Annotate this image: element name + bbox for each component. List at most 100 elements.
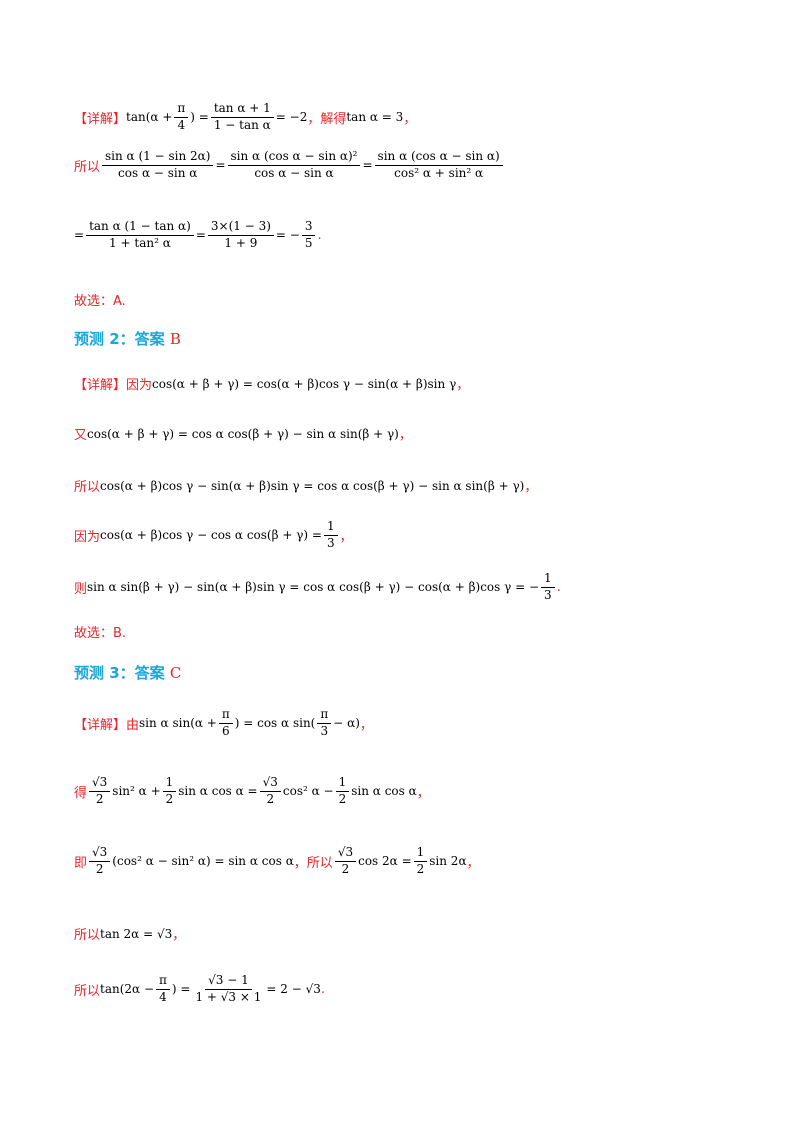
detail-label: 【详解】因为: [74, 378, 153, 393]
s3-line-4: 所以 tan 2α = √3 ，: [74, 924, 185, 944]
minus-sign: = −: [275, 228, 300, 243]
frac-num: 3×(1 − 3): [207, 219, 274, 236]
frac-num: sin α (cos α − sin α)²: [227, 149, 361, 166]
fraction-sqrt3-2: √3 2: [89, 845, 111, 877]
frac-den: cos α − sin α: [118, 165, 198, 180]
math-part-a: sin α sin(α +: [139, 716, 217, 731]
frac-num: sin α (cos α − sin α): [374, 149, 503, 166]
frac-num: π: [218, 707, 233, 724]
math-tan3: tan α = 3: [346, 110, 404, 125]
math-part-b: ) = cos α sin(: [234, 716, 316, 731]
fraction-1-2: 1 2: [162, 775, 177, 807]
fraction-result: √3 − 1 1 + √3 × 1: [192, 973, 264, 1005]
math-tan-left: tan(α +: [126, 110, 173, 125]
s2-answer: 故选：B.: [74, 622, 126, 641]
frac-num: tan α + 1: [210, 101, 274, 118]
equals: =: [215, 158, 226, 173]
period: .: [556, 579, 561, 595]
heading-letter: C: [169, 664, 182, 682]
math-part-c: sin 2α: [429, 854, 467, 869]
math-expression: cos(α + β)cos γ − sin(α + β)sin γ = cos …: [100, 478, 525, 493]
frac-num: 1: [541, 571, 555, 588]
fraction-2: 3×(1 − 3) 1 + 9: [207, 219, 274, 251]
math-close: ) =: [190, 110, 209, 125]
frac-num: π: [156, 973, 170, 990]
math-expression: sin α sin(β + γ) − sin(α + β)sin γ = cos…: [87, 580, 540, 595]
frac-den: 4: [177, 117, 186, 132]
comma: ，: [398, 428, 412, 443]
frac-den: 2: [95, 791, 104, 806]
period: .: [320, 981, 325, 997]
frac-num: tan α (1 − tan α): [86, 219, 194, 236]
frac-den: 2: [416, 861, 425, 876]
label-yinwei: 因为: [74, 529, 101, 545]
comma: ，: [403, 111, 417, 127]
s2-line-2: 又 cos(α + β + γ) = cos α cos(β + γ) − si…: [74, 424, 412, 444]
frac-num: 1: [335, 775, 350, 792]
s3-line-5: 所以 tan(2α − π 4 ) = √3 − 1 1 + √3 × 1 = …: [74, 973, 325, 1005]
equals: =: [195, 228, 206, 243]
frac-den: 3: [326, 535, 335, 550]
answer-text: 故选：A.: [74, 294, 126, 309]
frac-num: 1: [323, 519, 338, 536]
heading-text: 预测 2：答案: [74, 330, 170, 348]
comma: ，: [466, 855, 480, 871]
frac-den: cos² α + sin² α: [394, 165, 484, 180]
frac-num: √3: [89, 845, 111, 862]
s2-line-4: 因为 cos(α + β)cos γ − cos α cos(β + γ) = …: [74, 519, 353, 551]
s3-heading: 预测 3：答案 C: [74, 662, 181, 683]
math-part-a: tan(2α −: [100, 982, 155, 997]
frac-num: √3: [334, 845, 357, 862]
fraction-2: sin α (cos α − sin α)² cos α − sin α: [227, 149, 361, 181]
frac-num: √3: [89, 775, 111, 792]
frac-den: 1 + √3 × 1: [195, 989, 262, 1004]
frac-den: 3: [320, 723, 329, 738]
math-part-c: = 2 − √3: [266, 982, 321, 997]
fraction-one-third: 1 3: [541, 571, 555, 603]
label-you: 又: [74, 428, 88, 443]
label-ze: 则: [74, 581, 88, 597]
fraction-3: 3 5: [301, 219, 316, 251]
section-heading: 预测 3：答案 C: [74, 662, 181, 683]
detail-label: 【详解】由: [74, 717, 140, 733]
s3-line-3: 即 √3 2 (cos² α − sin² α) = sin α cos α ，…: [74, 845, 480, 877]
math-part-b: sin α cos α =: [178, 784, 258, 799]
s1-line-2: 所以 sin α (1 − sin 2α) cos α − sin α = si…: [74, 149, 505, 181]
frac-num: π: [174, 101, 189, 118]
fraction-pi-4: π 4: [156, 973, 170, 1005]
frac-den: 6: [221, 723, 230, 738]
frac-den: 2: [165, 791, 174, 806]
frac-den: 4: [159, 989, 167, 1004]
math-part-c: cos² α −: [282, 784, 334, 799]
equals: =: [74, 228, 85, 243]
text-suoyi: 所以: [74, 159, 101, 175]
fraction-1: tan α (1 − tan α) 1 + tan² α: [86, 219, 194, 251]
frac-den: 3: [544, 587, 552, 602]
frac-den: 1 − tan α: [213, 117, 271, 132]
comma: ，: [456, 378, 470, 393]
period: .: [317, 227, 322, 243]
s1-line-1: 【详解】 tan(α + π 4 ) = tan α + 1 1 − tan α…: [74, 101, 417, 133]
math-expression: cos(α + β + γ) = cos(α + β)cos γ − sin(α…: [152, 376, 457, 391]
heading-text: 预测 3：答案: [74, 664, 170, 682]
s2-line-3: 所以 cos(α + β)cos γ − sin(α + β)sin γ = c…: [74, 476, 537, 496]
label-suoyi: 所以: [74, 928, 101, 943]
fraction-1: sin α (1 − sin 2α) cos α − sin α: [102, 149, 214, 181]
fraction-sqrt3-2: √3 2: [259, 775, 281, 807]
frac-num: sin α (1 − sin 2α): [102, 149, 214, 166]
fraction-pi-4: π 4: [174, 101, 189, 133]
math-expression: tan 2α = √3: [100, 926, 173, 941]
fraction-one-third: 1 3: [323, 519, 338, 551]
fraction-3: sin α (cos α − sin α) cos² α + sin² α: [374, 149, 503, 181]
s3-line-1: 【详解】由 sin α sin(α + π 6 ) = cos α sin( π…: [74, 707, 373, 739]
s2-line-1: 【详解】因为 cos(α + β + γ) = cos(α + β)cos γ …: [74, 374, 470, 394]
math-expression: cos(α + β + γ) = cos α cos(β + γ) − sin …: [87, 426, 399, 441]
fraction-sqrt3-2: √3 2: [89, 775, 111, 807]
comma: ，: [416, 785, 430, 801]
detail-label: 【详解】: [74, 111, 127, 127]
comma: ，: [339, 529, 353, 545]
comma: ，: [359, 717, 373, 733]
frac-num: √3: [259, 775, 281, 792]
frac-num: 1: [413, 845, 428, 862]
